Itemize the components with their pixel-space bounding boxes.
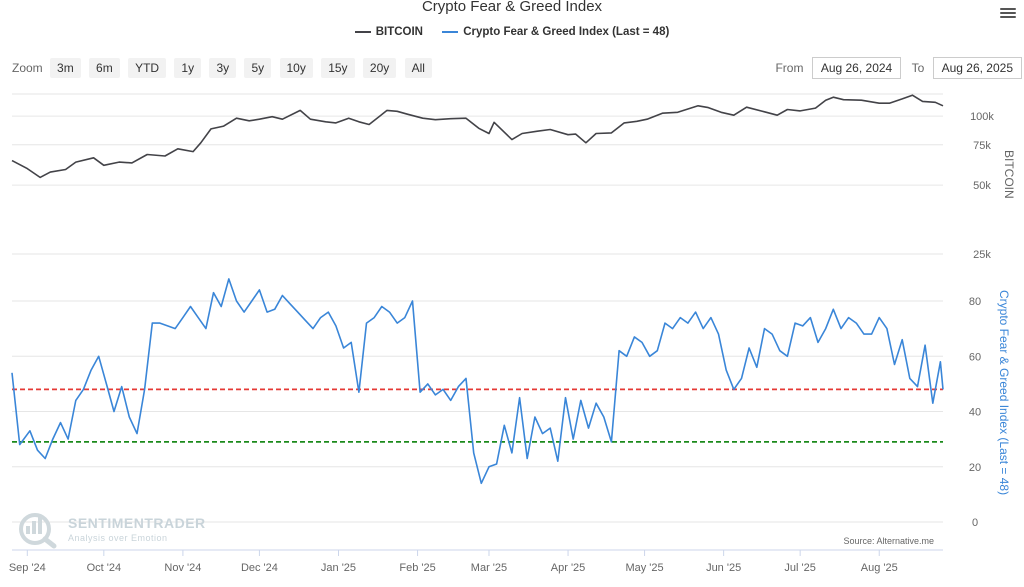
watermark-tagline: Analysis over Emotion (68, 533, 168, 543)
fg-tick-label: 40 (969, 407, 981, 419)
zoom-button-5y[interactable]: 5y (244, 58, 272, 78)
btc-tick-label: 100k (970, 111, 994, 123)
fg-tick-label: 20 (969, 462, 981, 474)
chart-legend: BITCOIN Crypto Fear & Greed Index (Last … (0, 26, 1024, 38)
x-axis: Sep '24 Oct '24 Nov '24 Dec '24 Jan '25 Feb '… (9, 549, 943, 574)
hamburger-menu-icon[interactable] (1000, 6, 1016, 20)
fg-tick-label: 0 (972, 517, 978, 529)
legend-item-bitcoin[interactable]: BITCOIN (354, 26, 423, 38)
sentimentrader-watermark: SENTIMENTRADER Analysis over Emotion (19, 513, 206, 549)
zoom-button-3m[interactable]: 3m (50, 58, 81, 78)
from-label: From (775, 61, 804, 75)
x-tick-label: Oct '24 (87, 562, 122, 574)
gridlines (12, 93, 943, 523)
zoom-button-6m[interactable]: 6m (89, 58, 120, 78)
bitcoin-axis-title: BITCOIN (1002, 150, 1016, 199)
legend-item-fear-greed[interactable]: Crypto Fear & Greed Index (Last = 48) (442, 26, 669, 38)
zoom-button-all[interactable]: All (404, 58, 432, 78)
x-tick-label: Feb '25 (399, 562, 435, 574)
x-tick-label: Nov '24 (164, 562, 201, 574)
zoom-button-10y[interactable]: 10y (279, 58, 313, 78)
x-tick-label: May '25 (625, 562, 663, 574)
btc-tick-label: 50k (973, 180, 991, 192)
zoom-label: Zoom (12, 61, 43, 75)
legend-swatch-fear-greed (442, 30, 459, 33)
date-range-selector: From Aug 26, 2024 To Aug 26, 2025 (770, 57, 1024, 79)
fg-tick-label: 60 (969, 351, 981, 363)
to-label: To (911, 61, 925, 75)
series-lines (11, 94, 944, 485)
legend-label-bitcoin: BITCOIN (375, 26, 423, 38)
fear-greed-y-axis: 0 20 40 60 80 (969, 296, 981, 529)
zoom-button-3y[interactable]: 3y (209, 58, 237, 78)
zoom-button-1y[interactable]: 1y (174, 58, 202, 78)
reference-lines (12, 388, 943, 443)
x-tick-label: Jun '25 (706, 562, 741, 574)
x-tick-label: Jan '25 (321, 562, 356, 574)
x-tick-label: Dec '24 (241, 562, 278, 574)
fg-tick-label: 80 (969, 296, 981, 308)
watermark-brand: SENTIMENTRADER (68, 515, 206, 531)
zoom-button-20y[interactable]: 20y (362, 58, 397, 78)
x-tick-label: Apr '25 (551, 562, 586, 574)
chart-title: Crypto Fear & Greed Index (421, 0, 603, 15)
zoom-button-ytd[interactable]: YTD (128, 58, 167, 78)
btc-tick-label: 75k (973, 140, 991, 152)
from-date-input[interactable]: Aug 26, 2024 (811, 57, 902, 79)
x-tick-label: Mar '25 (471, 562, 507, 574)
source-note: Source: Alternative.me (843, 536, 934, 546)
fear-greed-axis-title: Crypto Fear & Greed Index (Last = 48) (997, 290, 1011, 495)
legend-label-fear-greed: Crypto Fear & Greed Index (Last = 48) (463, 26, 670, 38)
bitcoin-y-axis: 25k 50k 75k 100k (970, 111, 994, 261)
sentimentrader-logo-icon (19, 513, 57, 549)
legend-swatch-bitcoin (354, 30, 371, 33)
series-line-bitcoin (11, 94, 944, 179)
zoom-toolbar: Zoom 3m 6m YTD 1y 3y 5y 10y 15y 20y All (12, 58, 437, 78)
x-tick-label: Aug '25 (861, 562, 898, 574)
zoom-button-15y[interactable]: 15y (321, 58, 355, 78)
x-tick-label: Sep '24 (9, 562, 46, 574)
btc-tick-label: 25k (973, 249, 991, 261)
x-tick-label: Jul '25 (784, 562, 815, 574)
series-line-fear-greed (11, 278, 944, 485)
to-date-input[interactable]: Aug 26, 2025 (932, 57, 1022, 79)
